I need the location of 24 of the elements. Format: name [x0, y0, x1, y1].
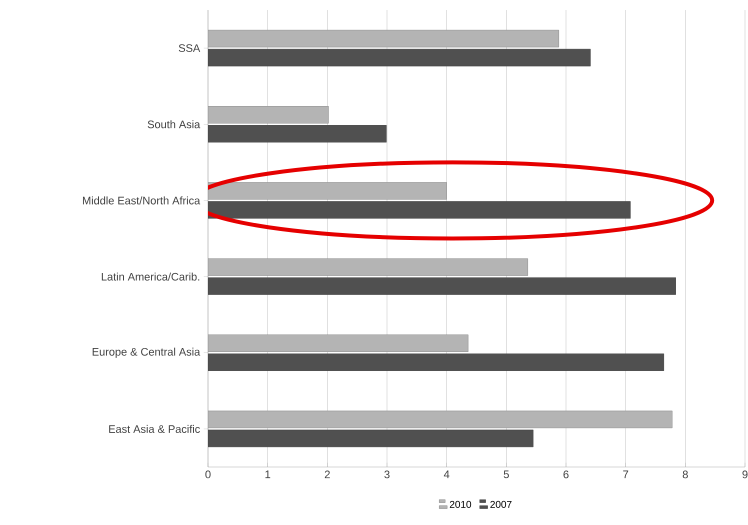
bar — [208, 201, 631, 219]
x-tick-label: 4 — [444, 470, 450, 478]
bar — [208, 125, 387, 142]
y-tick-label: Latin America/Carib. — [102, 272, 200, 281]
x-tick-label: 7 — [623, 470, 628, 478]
y-tick-label: Middle East/North Africa — [82, 196, 200, 204]
x-tick-label: 0 — [205, 470, 211, 478]
y-tick-label: South Asia — [148, 120, 200, 128]
legend-label: 2010 — [450, 500, 472, 508]
y-tick-label: SSA — [178, 44, 200, 52]
x-tick-label: 9 — [742, 470, 748, 478]
x-tick-label: 1 — [265, 470, 270, 478]
legend-label: 2007 — [490, 500, 512, 508]
x-tick-label: 5 — [504, 470, 509, 478]
bar — [208, 430, 534, 448]
y-tick-label: East Asia & Pacific — [109, 424, 200, 433]
x-tick-label: 2 — [324, 470, 330, 478]
x-tick-label: 8 — [682, 470, 688, 478]
y-tick-label: Europe & Central Asia — [92, 348, 200, 358]
bar — [208, 48, 591, 66]
x-tick-label: 3 — [384, 470, 390, 478]
bar — [208, 277, 676, 295]
bar — [208, 354, 664, 371]
x-tick-label: 6 — [564, 470, 569, 478]
